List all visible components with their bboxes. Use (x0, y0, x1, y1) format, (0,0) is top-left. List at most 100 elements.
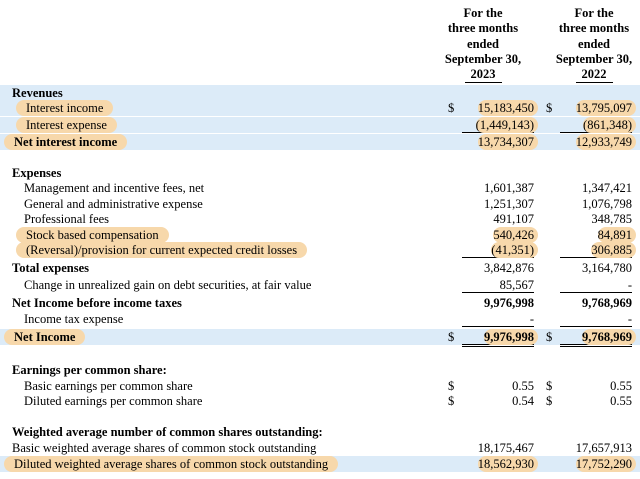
amount-cell: 12,933,749 (560, 134, 636, 150)
amount: (41,351) (491, 242, 538, 258)
header-line: three months (447, 21, 519, 36)
header-line: ended (578, 36, 610, 51)
table-row: Change in unrealized gain on debt securi… (0, 277, 640, 293)
table-row: Diluted weighted average shares of commo… (0, 456, 640, 472)
table-row: Stock based compensation 540,426 84,891 (0, 227, 640, 243)
table-row: (Reversal)/provision for current expecte… (0, 242, 640, 258)
amount: 348,785 (591, 212, 632, 226)
amount-cell: 17,752,290 (560, 456, 636, 472)
row-label: Net Income before income taxes (12, 296, 182, 310)
amount-cell: 9,768,969 (560, 295, 632, 310)
row-label: Total expenses (12, 261, 89, 275)
header-line: 2022 (544, 67, 640, 84)
amount-cell: 18,175,467 (462, 440, 534, 455)
row-label: Income tax expense (24, 312, 124, 326)
table-row: Management and incentive fees, net 1,601,… (0, 180, 640, 196)
table-row: Basic earnings per common share $ $0.55 0.5… (0, 378, 640, 394)
row-label: Basic earnings per common share (24, 379, 193, 393)
amount: 13,734,307 (477, 134, 538, 150)
amount-cell: - (462, 311, 534, 327)
table-row: General and administrative expense 1,251,… (0, 196, 640, 212)
amount: 17,752,290 (575, 456, 636, 472)
amount: 1,601,387 (484, 181, 534, 195)
table-row: Weighted average number of common shares… (0, 424, 640, 440)
row-label: Net interest income (4, 134, 128, 150)
amount-cell: 85,567 (462, 277, 534, 293)
header-line: For the (463, 6, 503, 20)
table-row: Net interest income 13,734,307 12,933,749 (0, 134, 640, 150)
header-year: 2023 (464, 67, 502, 84)
amount: 18,562,930 (477, 456, 538, 472)
amount-cell: (861,348) (560, 117, 636, 133)
amount-cell: 9,976,998 (462, 295, 534, 310)
currency-symbol: $ (448, 101, 455, 115)
row-label: Weighted average number of common shares… (12, 425, 323, 439)
row-label: Stock based compensation (16, 227, 169, 243)
amount-cell: 3,842,876 (462, 260, 534, 275)
currency-symbol: $ (546, 394, 553, 408)
amount-cell: 84,891 (560, 227, 636, 243)
amount-cell: 0.55 (560, 378, 632, 393)
currency-symbol: $ (546, 101, 553, 115)
currency-symbol: $ (546, 330, 553, 344)
amount-cell: 3,164,780 (560, 260, 632, 275)
amount: 1,076,798 (582, 197, 632, 211)
column-header: For the three months ended September 30, 202… (433, 6, 533, 84)
amount: (1,449,143) (475, 117, 538, 133)
amount-cell: 306,885 (560, 242, 636, 258)
table-row: Interest income $ $15,183,450 13,795,097 (0, 100, 640, 116)
amount: 9,768,969 (582, 329, 636, 345)
amount: 9,976,998 (484, 329, 538, 345)
amount: 3,164,780 (582, 261, 632, 275)
amount: 9,976,998 (484, 296, 534, 310)
amount-cell: - (560, 277, 632, 293)
amount-cell: 0.55 (462, 378, 534, 393)
row-label: Revenues (12, 86, 63, 100)
header-line: September 30, (555, 51, 633, 66)
amount: 18,175,467 (477, 441, 534, 455)
row-label: Management and incentive fees, net (24, 181, 205, 195)
amount: 3,842,876 (484, 261, 534, 275)
amount-cell: - (560, 311, 632, 327)
table-row: Professional fees 491,107 348,785 (0, 211, 640, 227)
amount-cell: 9,768,969 (560, 329, 636, 347)
amount: 84,891 (597, 227, 636, 243)
amount-cell: 15,183,450 (462, 100, 538, 116)
row-label: (Reversal)/provision for current expecte… (16, 242, 308, 258)
amount: 15,183,450 (477, 100, 538, 116)
table-row: Interest expense (1,449,143) (861,348) (0, 117, 640, 133)
amount: - (529, 312, 534, 326)
row-label: Diluted earnings per common share (24, 394, 203, 408)
amount-cell: 13,795,097 (560, 100, 636, 116)
amount-cell: 1,347,421 (560, 180, 632, 195)
table-row: Diluted earnings per common share $ $0.54 0… (0, 393, 640, 409)
currency-symbol: $ (546, 379, 553, 393)
table-row: Net Income $ $9,976,998 9,768,969 (0, 329, 640, 347)
amount-cell: 0.55 (560, 393, 632, 408)
currency-symbol: $ (448, 330, 455, 344)
amount: - (627, 312, 632, 326)
amount: 0.54 (512, 394, 534, 408)
amount: 12,933,749 (575, 134, 636, 150)
row-label: Change in unrealized gain on debt securi… (24, 278, 312, 292)
amount-cell: 9,976,998 (462, 329, 538, 347)
table-row: Expenses (0, 165, 640, 181)
column-header: For the three months ended September 30, 202… (544, 6, 640, 84)
table-row: Basic weighted average shares of common … (0, 440, 640, 456)
amount-cell: 0.54 (462, 393, 534, 408)
row-label: Interest expense (16, 117, 117, 133)
table-row: Net Income before income taxes 9,976,998 9… (0, 295, 640, 311)
amount: 0.55 (512, 379, 534, 393)
header-line: ended (467, 36, 499, 51)
amount: 85,567 (499, 278, 534, 292)
amount: 540,426 (493, 227, 538, 243)
amount: 491,107 (493, 212, 534, 226)
table-row: Revenues (0, 85, 640, 101)
row-label: Basic weighted average shares of common … (12, 441, 317, 455)
amount-cell: 17,657,913 (560, 440, 632, 455)
amount-cell: 491,107 (462, 211, 534, 226)
row-label: Interest income (16, 100, 114, 116)
amount-cell: 18,562,930 (462, 456, 538, 472)
